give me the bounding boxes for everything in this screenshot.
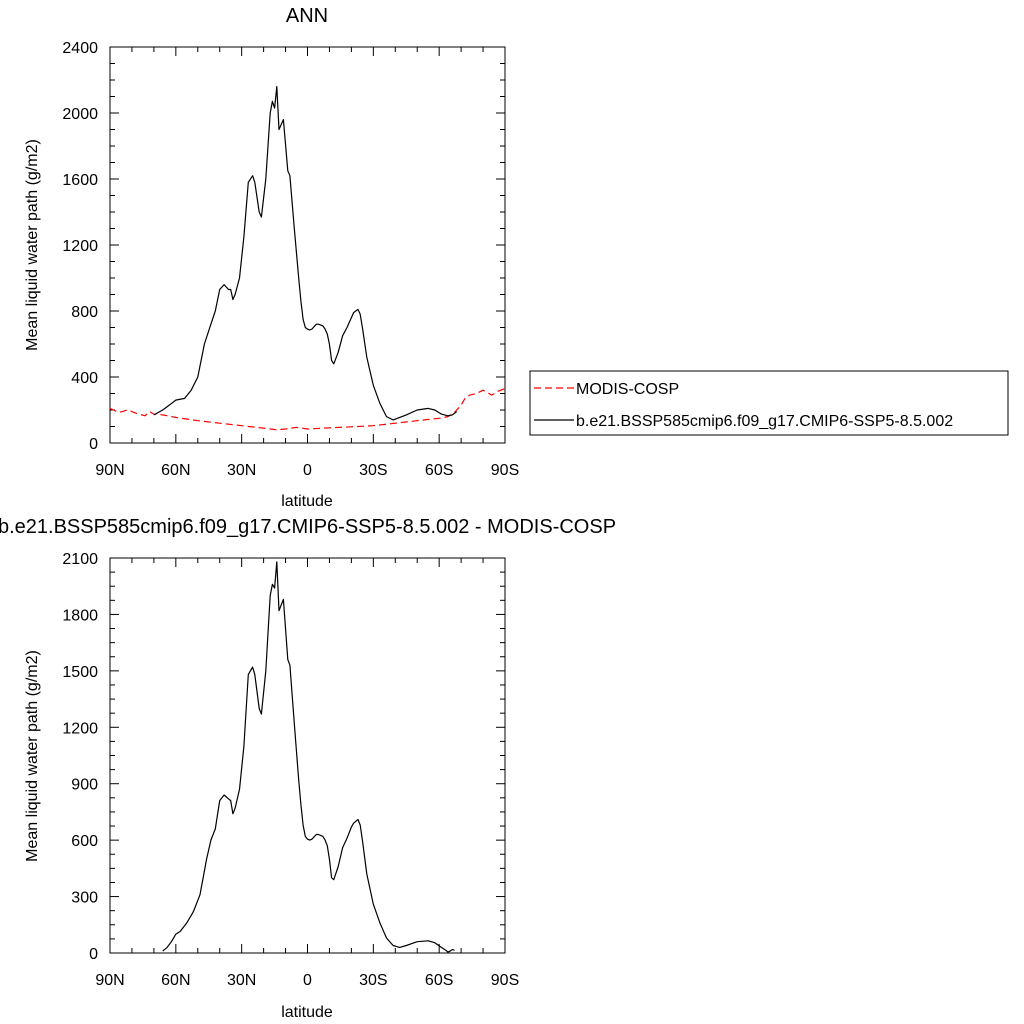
y-tick-label: 800 [71,304,98,321]
x-tick-label: 60N [161,972,190,989]
x-tick-label: 0 [303,462,312,479]
legend-label-modis-cosp: MODIS-COSP [576,381,679,398]
top-panel: ANN 90N 60N 30N 0 30S 60S 90S 0 400 800 1200 1600 2… [24,5,1009,510]
x-tick-label: 90N [95,462,124,479]
y-tick-label: 1200 [62,238,98,255]
legend-label-model: b.e21.BSSP585cmip6.f09_g17.CMIP6-SSP5-8.… [576,413,953,430]
top-series-group [109,85,506,431]
y-tick-label: 600 [71,833,98,850]
y-tick-label: 400 [71,370,98,387]
x-tick-label: 30N [227,972,256,989]
x-tick-label: 90S [491,462,519,479]
x-tick-label: 30S [359,972,387,989]
y-tick-label: 900 [71,777,98,794]
x-tick-label: 90N [95,972,124,989]
bottom-chart-title: b.e21.BSSP585cmip6.f09_g17.CMIP6-SSP5-8.… [0,516,616,538]
x-tick-label: 60S [425,462,453,479]
x-tick-label: 60N [161,462,190,479]
y-tick-label: 1200 [62,720,98,737]
y-tick-label: 2000 [62,106,98,123]
series-line-b-e21-bssp585cmip6-f09-g17-cmip6-ssp5-8-5-002 [153,85,458,421]
x-tick-label: 30S [359,462,387,479]
bottom-series-group [162,561,455,953]
y-tick-label: 1600 [62,172,98,189]
y-tick-label: 1800 [62,607,98,624]
top-y-axis-label: Mean liquid water path (g/m2) [24,139,41,351]
top-chart-title: ANN [286,5,328,27]
y-tick-label: 0 [89,946,98,963]
y-tick-label: 1500 [62,664,98,681]
y-tick-label: 0 [89,436,98,453]
bottom-x-axis: 90N 60N 30N 0 30S 60S 90S [95,558,519,989]
bottom-y-axis-label: Mean liquid water path (g/m2) [24,650,41,862]
x-tick-label: 90S [491,972,519,989]
top-x-axis: 90N 60N 30N 0 30S 60S 90S [95,47,519,479]
legend-box [529,370,1009,436]
bottom-plot-frame [109,557,506,954]
legend: MODIS-COSP b.e21.BSSP585cmip6.f09_g17.CM… [529,370,1009,436]
x-tick-label: 60S [425,972,453,989]
x-tick-label: 30N [227,462,256,479]
top-x-axis-label: latitude [281,493,333,510]
bottom-y-axis: 0 300 600 900 1200 1500 1800 2100 [62,551,505,963]
series-line-difference [162,561,455,953]
x-tick-label: 0 [303,972,312,989]
bottom-x-axis-label: latitude [281,1004,333,1021]
y-tick-label: 2100 [62,551,98,568]
y-tick-label: 300 [71,890,98,907]
bottom-panel: b.e21.BSSP585cmip6.f09_g17.CMIP6-SSP5-8.… [0,516,616,1021]
series-line-modis-cosp [109,388,506,431]
y-tick-label: 2400 [62,40,98,57]
top-y-axis: 0 400 800 1200 1600 2000 2400 [62,40,505,453]
top-plot-frame [109,46,506,444]
